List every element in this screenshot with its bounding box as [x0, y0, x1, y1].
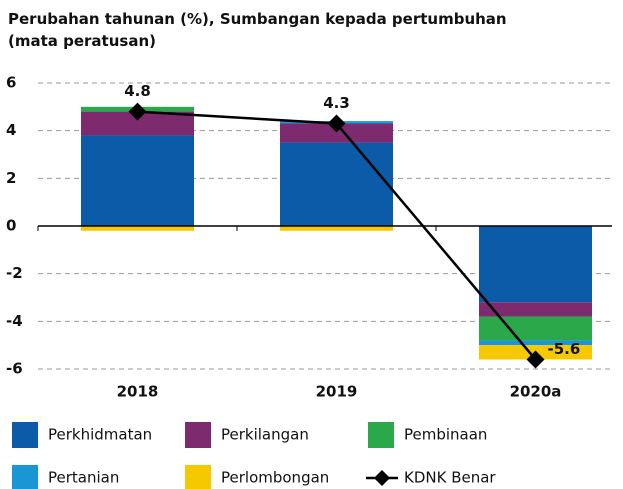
x-tick-label: 2018 [117, 383, 159, 401]
y-tick-label: 0 [6, 217, 16, 235]
y-tick-label: 2 [6, 169, 16, 187]
legend-label: Perlombongan [221, 469, 329, 487]
legend-label: KDNK Benar [404, 469, 496, 487]
x-tick-label: 2020a [510, 383, 562, 401]
bar-segment [479, 226, 592, 303]
line-marker [526, 350, 545, 369]
bar-segment [81, 111, 194, 136]
y-tick-label: 6 [6, 74, 16, 92]
legend-swatch [185, 422, 211, 448]
legend-swatch [185, 465, 211, 489]
y-tick-label: -6 [6, 360, 23, 378]
legend-label: Pertanian [48, 469, 119, 487]
legend-label: Perkhidmatan [48, 426, 152, 444]
line-marker [327, 114, 346, 133]
chart-title: Perubahan tahunan (%), Sumbangan kepada … [8, 10, 507, 50]
legend-swatch [368, 422, 394, 448]
legend-marker [374, 470, 390, 486]
bar-segment [479, 316, 592, 341]
y-tick-label: -4 [6, 312, 23, 330]
line-marker [128, 102, 147, 121]
x-tick-label: 2019 [316, 383, 358, 401]
y-tick-label: -2 [6, 264, 23, 282]
bar-segment [479, 340, 592, 346]
legend-label: Perkilangan [221, 426, 309, 444]
bar-segment [81, 226, 194, 231]
legend-swatch [12, 422, 38, 448]
data-label: 4.8 [124, 82, 151, 100]
data-label: -5.6 [548, 340, 581, 358]
bar-segment [280, 142, 393, 226]
bar-segment [280, 226, 393, 231]
legend-label: Pembinaan [404, 426, 487, 444]
bar-segment [280, 123, 393, 143]
y-tick-label: 4 [6, 121, 16, 139]
data-label: 4.3 [323, 94, 350, 112]
legend-swatch [12, 465, 38, 489]
bar-segment [81, 135, 194, 226]
bar-segment [479, 302, 592, 317]
